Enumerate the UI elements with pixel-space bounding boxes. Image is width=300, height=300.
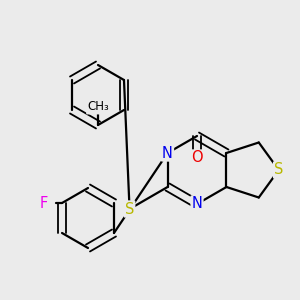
Text: F: F (40, 196, 48, 211)
Text: S: S (125, 202, 134, 217)
Text: N: N (162, 146, 173, 160)
Text: O: O (191, 151, 203, 166)
Text: S: S (274, 163, 283, 178)
Text: CH₃: CH₃ (87, 100, 109, 113)
Text: N: N (192, 196, 203, 211)
